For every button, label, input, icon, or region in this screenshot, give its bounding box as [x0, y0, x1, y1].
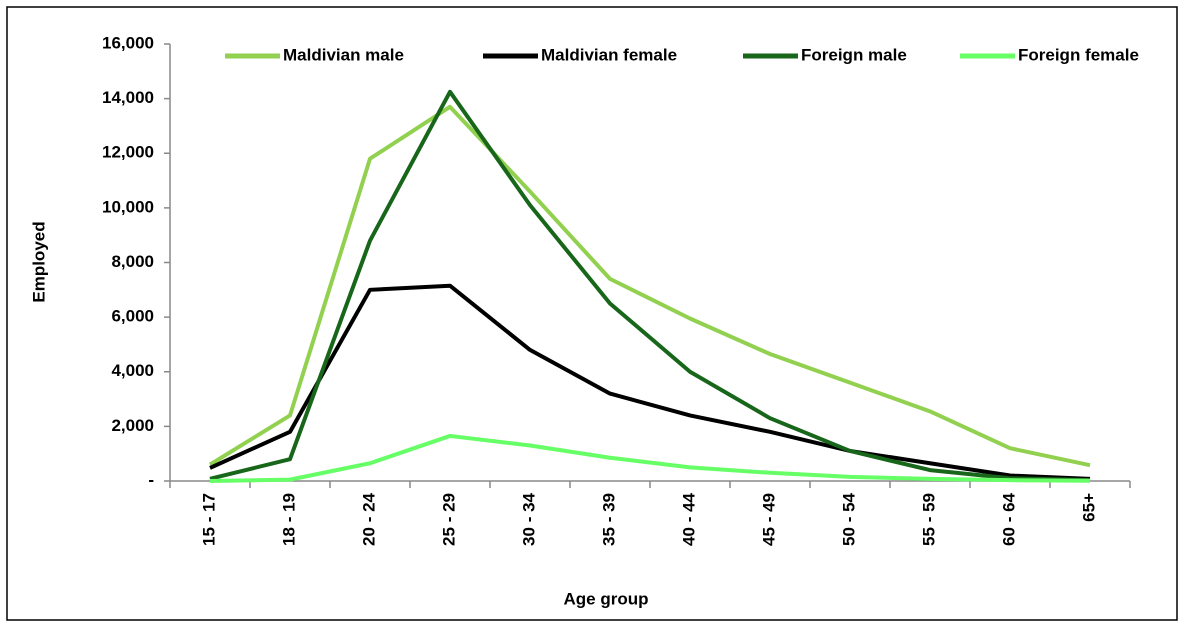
x-tick-label: 65+ — [1079, 493, 1098, 522]
x-tick-label: 60 - 64 — [999, 492, 1018, 545]
y-tick-label: 8,000 — [111, 252, 154, 271]
x-tick-label: 55 - 59 — [919, 493, 938, 546]
series-line — [209, 89, 1091, 483]
y-tick-label: - — [148, 470, 154, 489]
legend-label: Maldivian male — [283, 45, 404, 64]
y-tick-label: 2,000 — [111, 416, 154, 435]
x-tick-label: 15 - 17 — [199, 493, 218, 546]
series-line — [209, 283, 1091, 481]
x-axis-title: Age group — [564, 589, 649, 608]
series-line — [209, 433, 1091, 483]
legend-label: Maldivian female — [541, 45, 677, 64]
legend-label: Foreign female — [1018, 45, 1139, 64]
x-tick-label: 20 - 24 — [359, 492, 378, 545]
x-tick-label: 18 - 19 — [279, 493, 298, 546]
y-tick-label: 16,000 — [102, 33, 154, 52]
series-line — [208, 104, 1091, 468]
x-tick-label: 50 - 54 — [839, 492, 858, 545]
y-axis-title: Employed — [29, 221, 48, 302]
y-tick-label: 6,000 — [111, 307, 154, 326]
x-tick-label: 30 - 34 — [519, 492, 538, 545]
x-tick-label: 35 - 39 — [599, 493, 618, 546]
y-tick-label: 12,000 — [102, 143, 154, 162]
y-tick-label: 14,000 — [102, 88, 154, 107]
x-tick-label: 45 - 49 — [759, 493, 778, 546]
legend-label: Foreign male — [801, 45, 907, 64]
x-tick-label: 40 - 44 — [679, 492, 698, 545]
chart-border — [6, 6, 1178, 621]
x-tick-label: 25 - 29 — [439, 493, 458, 546]
y-tick-label: 10,000 — [102, 197, 154, 216]
y-tick-label: 4,000 — [111, 361, 154, 380]
